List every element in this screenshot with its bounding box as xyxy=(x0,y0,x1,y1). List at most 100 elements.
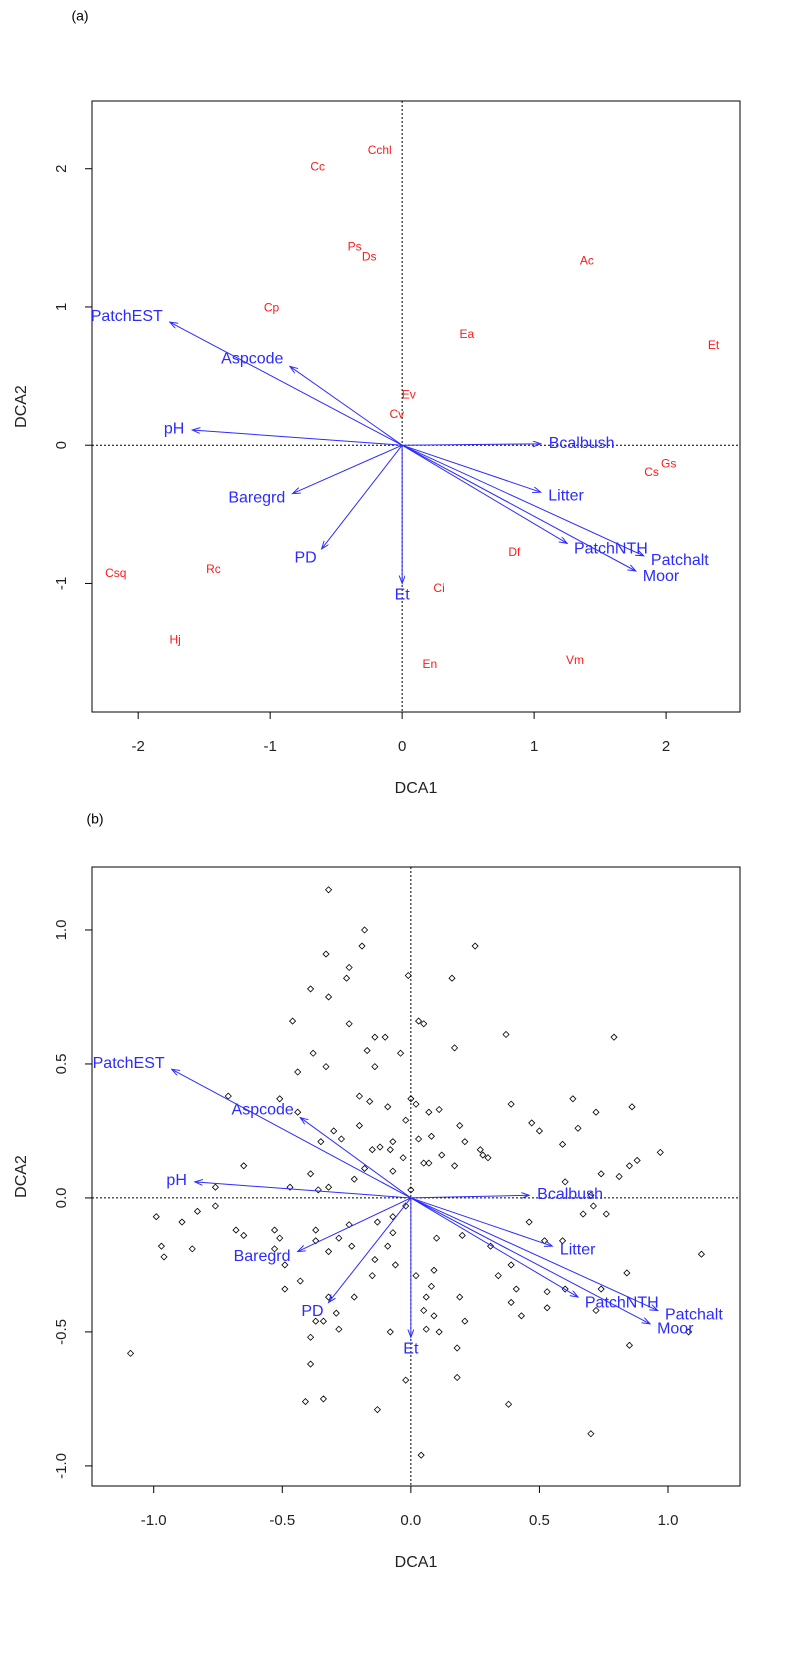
site-point xyxy=(433,1234,441,1242)
site-point xyxy=(451,1044,459,1052)
site-point xyxy=(363,1046,371,1055)
vector-label: PatchEST xyxy=(93,1055,165,1072)
species-label: Ds xyxy=(362,249,377,263)
site-point xyxy=(417,1451,425,1459)
site-point xyxy=(350,1175,358,1183)
site-point xyxy=(456,1293,464,1301)
x-tick-label: -1 xyxy=(263,738,276,755)
panel-label: (a) xyxy=(71,8,88,24)
species-label: Cv xyxy=(390,407,405,421)
x-tick-label: -2 xyxy=(132,738,145,755)
site-point xyxy=(332,1309,340,1317)
y-axis-title: DCA2 xyxy=(13,1155,30,1198)
site-point xyxy=(391,1261,399,1269)
species-label: Rc xyxy=(206,562,221,576)
site-point xyxy=(397,1049,405,1057)
site-point xyxy=(361,1164,369,1173)
site-point xyxy=(157,1242,165,1250)
species-label: Ac xyxy=(580,254,594,268)
site-point xyxy=(422,1293,430,1301)
vector-arrow xyxy=(410,1197,650,1324)
site-point xyxy=(461,1317,469,1325)
vector-label: Aspcode xyxy=(221,351,283,368)
site-point xyxy=(425,1108,433,1116)
vector-arrow xyxy=(329,1197,412,1303)
site-point xyxy=(505,1400,513,1408)
vector-arrow xyxy=(170,322,403,446)
vector-label: PatchNTH xyxy=(585,1294,659,1311)
vector-arrow xyxy=(401,444,541,492)
site-point xyxy=(407,1095,415,1103)
panel-label: (b) xyxy=(86,811,103,827)
x-tick-label: 2 xyxy=(662,738,670,755)
site-point xyxy=(371,1033,379,1041)
vector-label: Patchalt xyxy=(651,552,709,569)
site-point xyxy=(361,926,369,934)
site-point xyxy=(587,1430,595,1438)
vector-label: Et xyxy=(395,587,411,604)
site-point xyxy=(512,1285,520,1293)
x-tick-label: 0 xyxy=(398,738,406,755)
site-point xyxy=(430,1312,438,1320)
x-tick-label: -1.0 xyxy=(141,1512,167,1529)
species-label: Gs xyxy=(661,457,676,471)
x-tick-label: -0.5 xyxy=(269,1512,295,1529)
site-point xyxy=(592,1306,600,1315)
site-point xyxy=(276,1095,284,1103)
site-point xyxy=(358,942,366,950)
site-point xyxy=(319,1317,327,1325)
site-point xyxy=(389,1229,397,1237)
species-label: Ev xyxy=(402,388,416,402)
vector-arrow xyxy=(300,1118,412,1199)
vector-arrow xyxy=(402,444,541,445)
site-point xyxy=(211,1183,219,1191)
site-point xyxy=(479,1151,487,1159)
vector-label: pH xyxy=(166,1172,186,1189)
species-label: Cc xyxy=(310,160,325,174)
site-point xyxy=(592,1108,600,1116)
site-point xyxy=(453,1344,461,1352)
site-point xyxy=(602,1210,610,1218)
site-point xyxy=(386,1328,394,1336)
vector-arrow xyxy=(410,1195,529,1198)
site-point xyxy=(366,1097,374,1106)
site-point xyxy=(623,1269,631,1277)
site-point xyxy=(355,1122,363,1130)
site-point xyxy=(425,1159,433,1167)
site-point xyxy=(435,1105,443,1114)
species-label: Csq xyxy=(105,566,126,580)
site-point xyxy=(517,1312,525,1320)
site-point xyxy=(386,1146,394,1154)
site-point xyxy=(376,1143,384,1151)
vector-arrow xyxy=(401,444,644,556)
site-point xyxy=(371,1256,379,1264)
y-tick-label: 1.0 xyxy=(53,920,70,941)
site-point xyxy=(325,1183,333,1191)
y-tick-label: -0.5 xyxy=(53,1319,70,1345)
site-point xyxy=(373,1218,381,1226)
site-point xyxy=(628,1103,636,1111)
vector-label: Litter xyxy=(560,1241,596,1258)
site-point xyxy=(371,1063,379,1071)
site-point xyxy=(476,1146,484,1154)
site-point xyxy=(420,1020,428,1028)
site-point xyxy=(335,1325,343,1333)
site-point xyxy=(427,1282,435,1290)
site-point xyxy=(319,1395,327,1403)
y-tick-label: 0.5 xyxy=(53,1054,70,1075)
site-point xyxy=(281,1285,289,1293)
site-point xyxy=(420,1306,428,1315)
site-point xyxy=(307,985,315,993)
site-point xyxy=(345,963,353,972)
site-point xyxy=(461,1138,469,1146)
vector-arrow xyxy=(410,1197,578,1297)
site-point xyxy=(610,1033,618,1041)
species-label: Df xyxy=(508,545,521,559)
site-point xyxy=(317,1138,325,1146)
site-point xyxy=(494,1272,502,1280)
vector-label: Baregrd xyxy=(228,490,285,507)
site-point xyxy=(399,1154,407,1162)
vector-arrow xyxy=(293,444,403,493)
site-point xyxy=(240,1162,248,1170)
